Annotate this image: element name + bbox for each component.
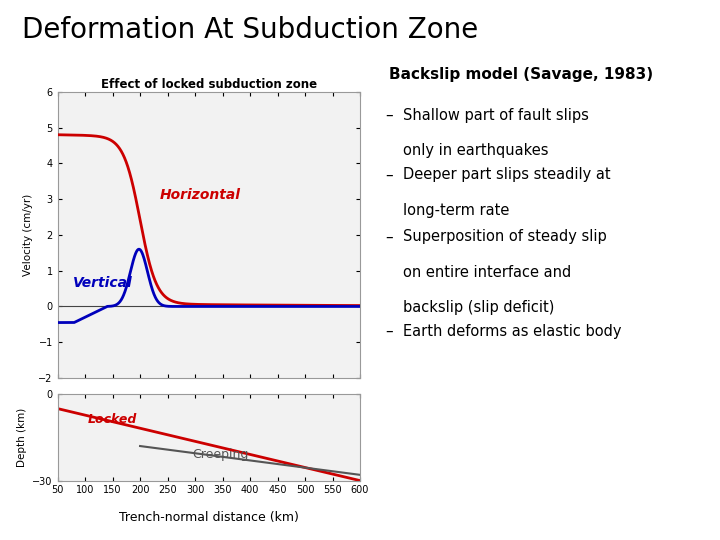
- Y-axis label: Depth (km): Depth (km): [17, 408, 27, 467]
- Text: Shallow part of fault slips: Shallow part of fault slips: [403, 108, 589, 123]
- Text: –: –: [385, 230, 393, 245]
- Text: Horizontal: Horizontal: [159, 188, 240, 202]
- Text: Locked: Locked: [88, 413, 138, 426]
- Text: Earth deforms as elastic body: Earth deforms as elastic body: [403, 324, 621, 339]
- Text: Deeper part slips steadily at: Deeper part slips steadily at: [403, 167, 611, 183]
- Text: Deformation At Subduction Zone: Deformation At Subduction Zone: [22, 16, 478, 44]
- Text: backslip (slip deficit): backslip (slip deficit): [403, 300, 554, 315]
- Text: –: –: [385, 108, 393, 123]
- Text: Trench-normal distance (km): Trench-normal distance (km): [119, 511, 299, 524]
- Title: Effect of locked subduction zone: Effect of locked subduction zone: [101, 78, 317, 91]
- Text: –: –: [385, 324, 393, 339]
- Text: long-term rate: long-term rate: [403, 202, 510, 218]
- Text: only in earthquakes: only in earthquakes: [403, 143, 549, 158]
- Text: Backslip model (Savage, 1983): Backslip model (Savage, 1983): [389, 68, 653, 83]
- Text: on entire interface and: on entire interface and: [403, 265, 572, 280]
- Y-axis label: Velocity (cm/yr): Velocity (cm/yr): [23, 194, 33, 276]
- Text: Creeping: Creeping: [192, 448, 248, 461]
- Text: –: –: [385, 167, 393, 183]
- Text: Vertical: Vertical: [73, 276, 132, 290]
- Text: Superposition of steady slip: Superposition of steady slip: [403, 230, 607, 245]
